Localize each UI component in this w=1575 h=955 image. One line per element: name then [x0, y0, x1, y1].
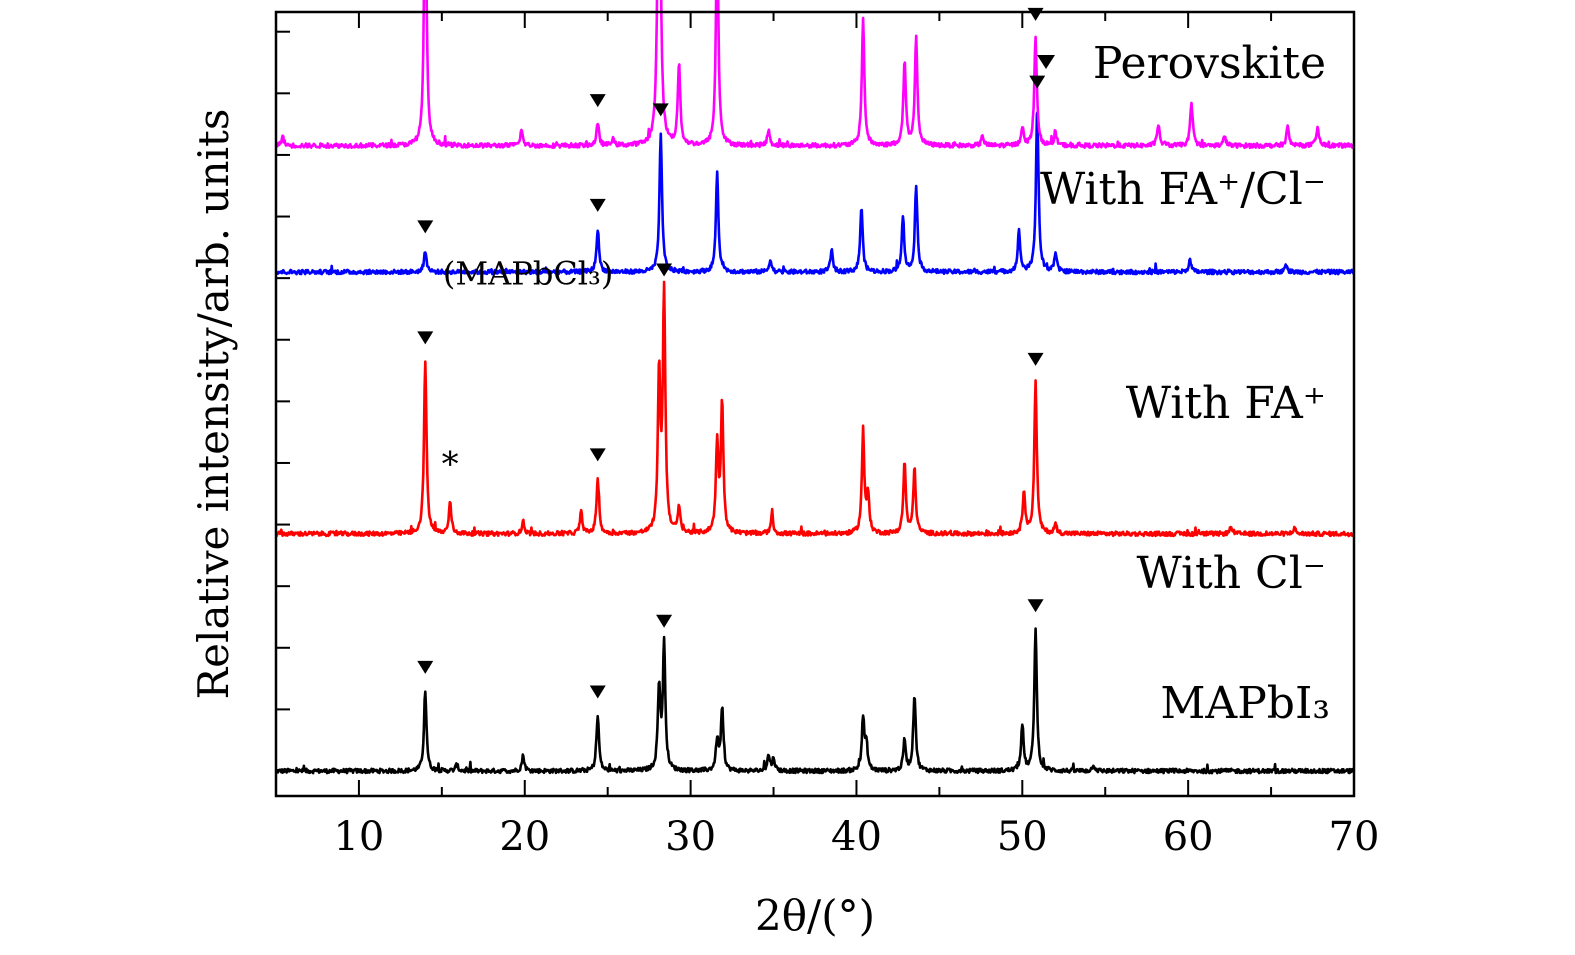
perovskite-marker [656, 263, 673, 277]
perovskite-marker [1029, 75, 1046, 89]
series-label: With Cl⁻ [1137, 548, 1327, 599]
plot-frame [274, 10, 1356, 798]
asterisk-annotation: * [442, 444, 459, 484]
perovskite-marker [1027, 599, 1044, 613]
x-tick-label: 10 [333, 814, 384, 860]
tick-layer: 10 20 30 40 50 60 70 [275, 12, 1380, 860]
marker-layer [417, 7, 1046, 699]
series-line [274, 0, 1356, 150]
legend-label: Perovskite [1093, 38, 1326, 89]
x-tick-label: 40 [831, 814, 882, 860]
perovskite-marker [652, 103, 669, 117]
series-label: MAPbI₃ [1160, 678, 1330, 729]
legend: Perovskite [1037, 38, 1326, 89]
perovskite-marker [1027, 7, 1044, 21]
series-layer [274, 0, 1356, 775]
series-label: With FA⁺ [1126, 378, 1326, 429]
perovskite-marker [656, 614, 673, 628]
series-line [274, 110, 1355, 276]
x-tick-label: 20 [499, 814, 550, 860]
x-tick-label: 70 [1329, 814, 1380, 860]
x-tick-label: 50 [997, 814, 1048, 860]
mapbcl3-annotation: (MAPbCl₃) [443, 254, 613, 292]
perovskite-marker [417, 331, 434, 345]
y-axis-label: Relative intensity/arb. units [189, 109, 238, 700]
label-layer: MAPbI₃ With Cl⁻ (MAPbCl₃) * With FA⁺ With FA⁺… [442, 164, 1330, 729]
x-axis-label: 2θ/(°) [755, 891, 875, 940]
legend-marker [1037, 55, 1055, 69]
series-line [274, 280, 1356, 538]
perovskite-marker [589, 685, 606, 699]
perovskite-marker [589, 448, 606, 462]
x-tick-label: 30 [665, 814, 716, 860]
series-label: With FA⁺/Cl⁻ [1040, 164, 1326, 215]
perovskite-marker [589, 94, 606, 108]
series-line [275, 627, 1356, 775]
perovskite-marker [1027, 352, 1044, 366]
perovskite-marker [589, 198, 606, 212]
perovskite-marker [417, 660, 434, 674]
x-tick-label: 60 [1163, 814, 1214, 860]
perovskite-marker [417, 220, 434, 234]
